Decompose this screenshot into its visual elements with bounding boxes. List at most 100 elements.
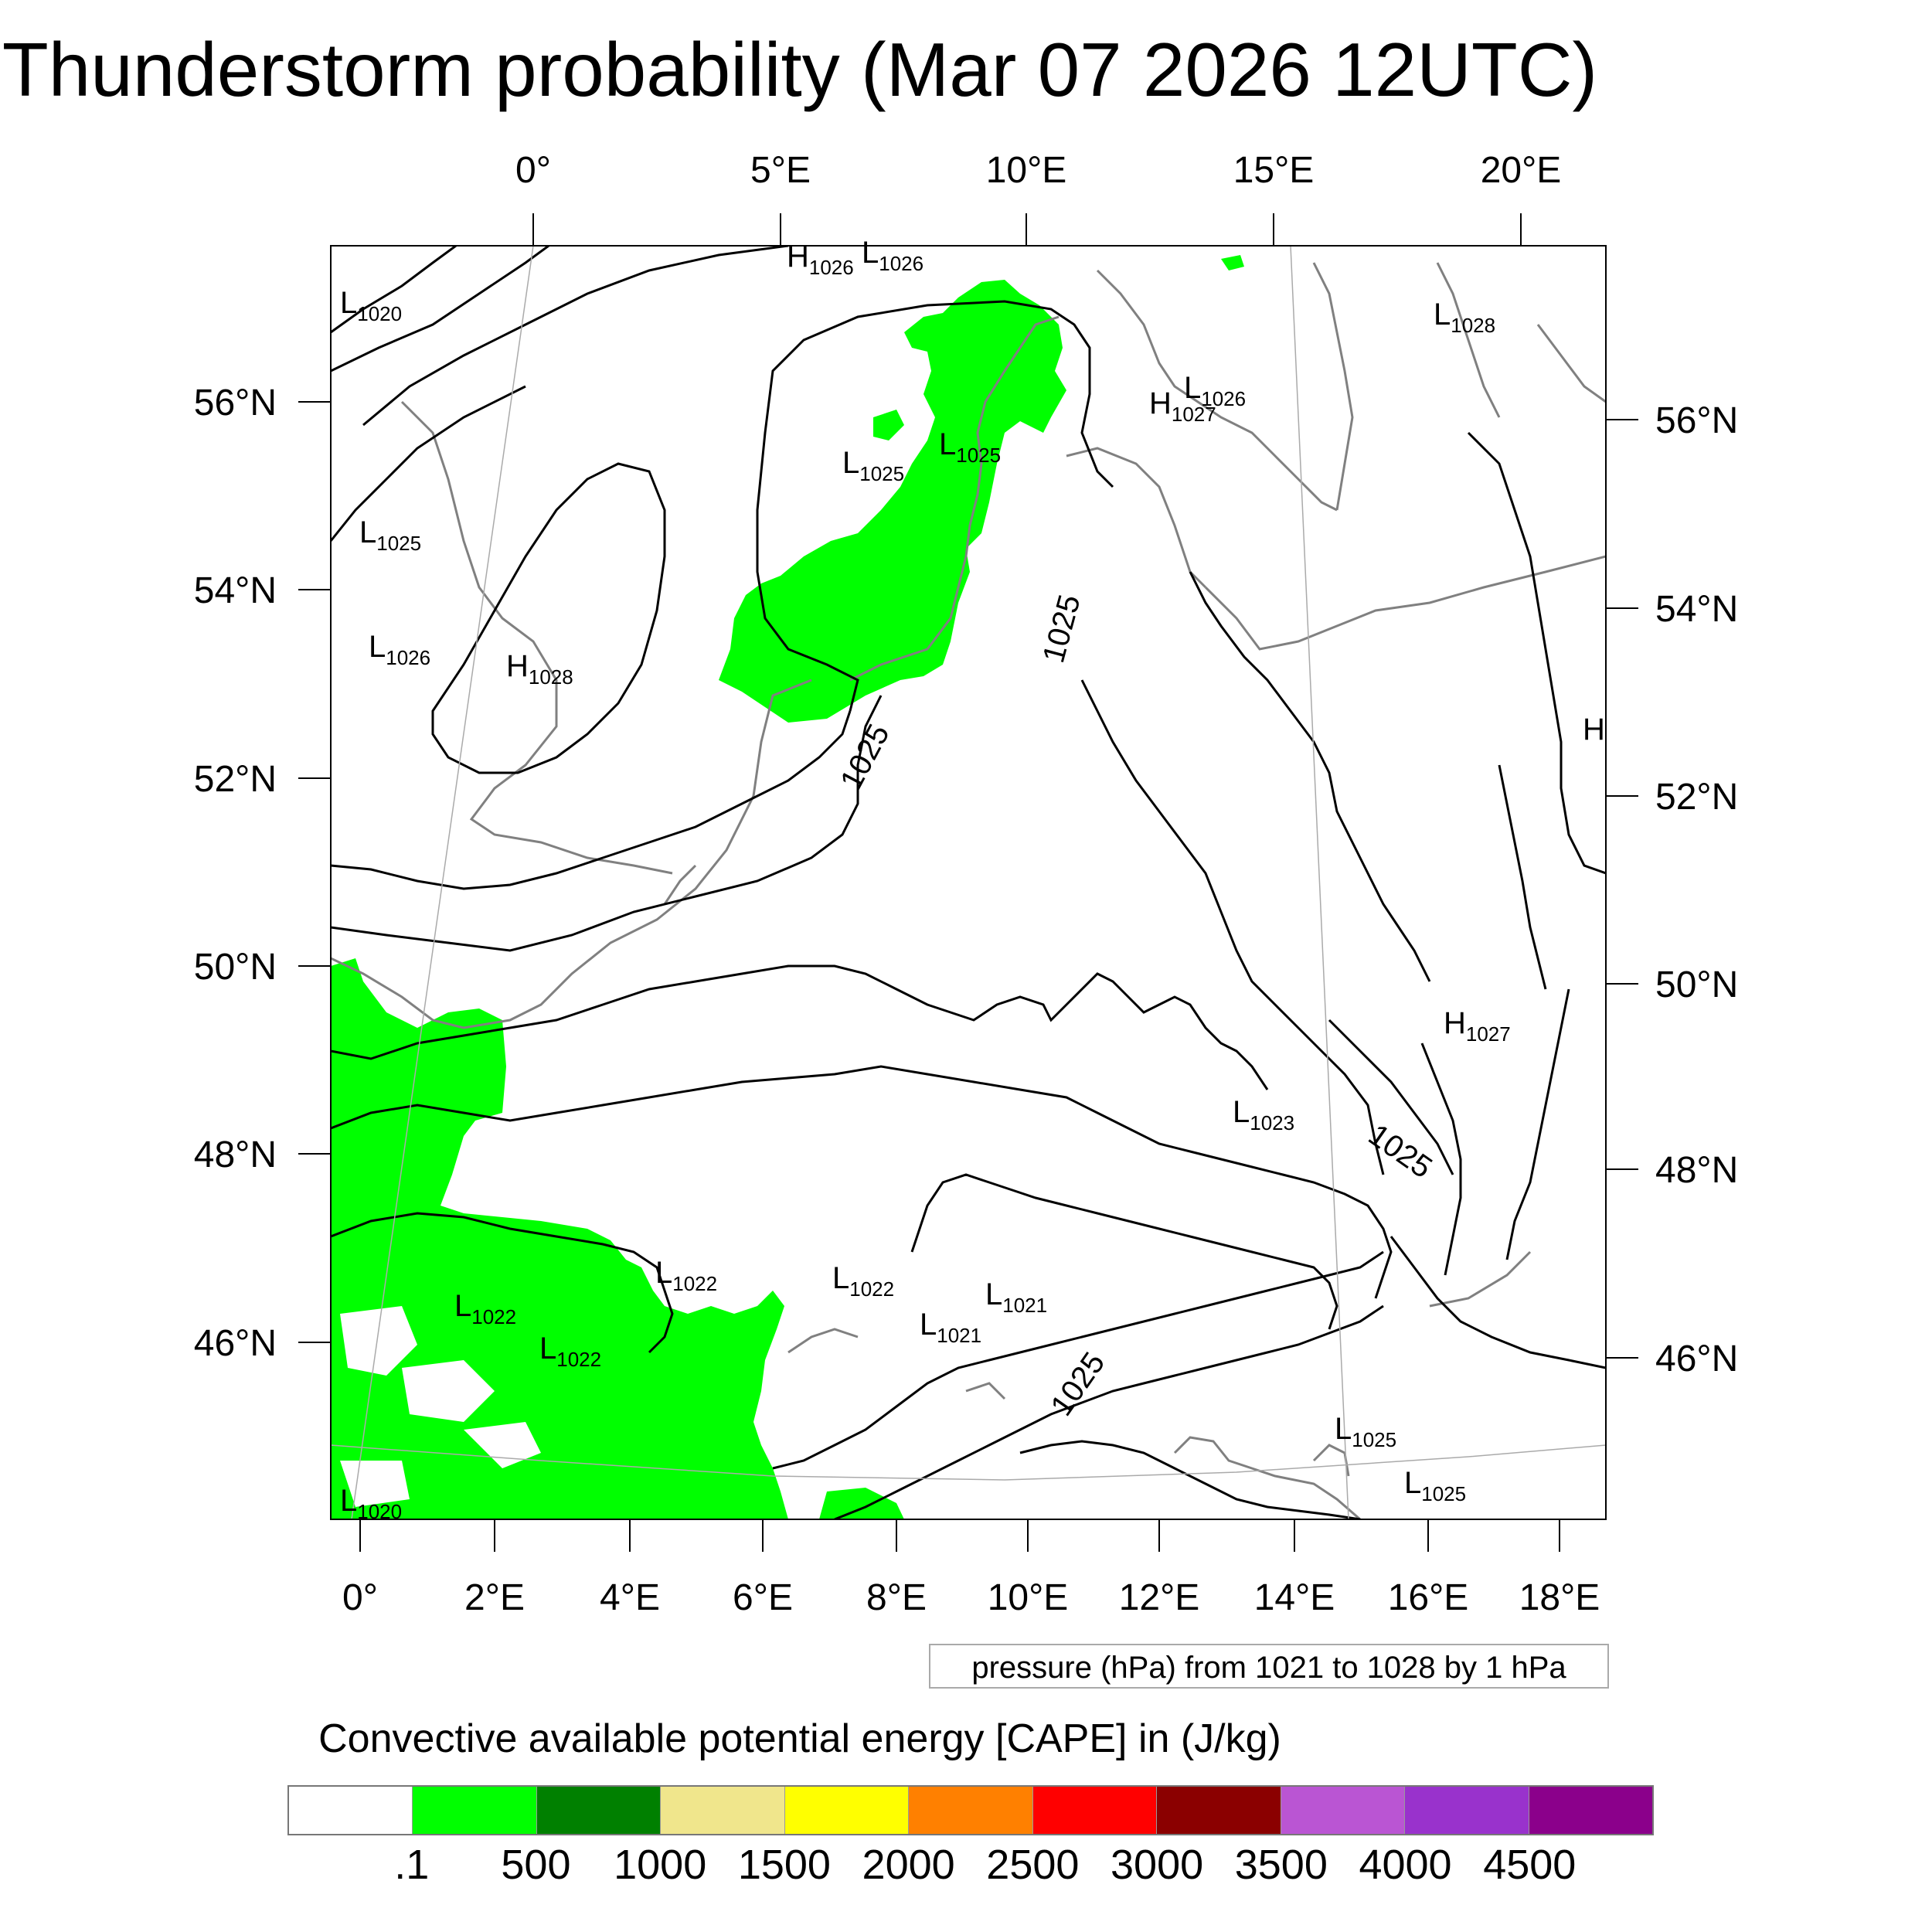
colorbar-label: 2000 bbox=[862, 1842, 955, 1888]
left-lat-label: 50°N bbox=[194, 947, 277, 988]
bottom-lon-label: 8°E bbox=[866, 1577, 927, 1618]
right-lat-label: 52°N bbox=[1655, 777, 1738, 818]
pressure-label: L1028 bbox=[1434, 298, 1495, 337]
pressure-label: H1028 bbox=[506, 649, 573, 689]
cape-area-patch bbox=[873, 410, 904, 440]
cape-gap-1 bbox=[340, 1306, 417, 1376]
pressure-label: H bbox=[1583, 713, 1605, 747]
cape-area-north bbox=[719, 280, 1066, 723]
top-lon-label: 10°E bbox=[986, 150, 1067, 191]
cape-area-alps bbox=[819, 1488, 904, 1519]
pressure-label: L1026 bbox=[369, 630, 430, 669]
cape-gap-4 bbox=[340, 1461, 410, 1507]
left-ticks bbox=[298, 401, 331, 1343]
right-lat-label: 54°N bbox=[1655, 589, 1738, 630]
colorbar-label: 3000 bbox=[1111, 1842, 1204, 1888]
pressure-label: L1025 bbox=[359, 515, 421, 555]
map-title: Thunderstorm probability (Mar 07 2026 12… bbox=[2, 27, 1598, 112]
left-lat-label: 56°N bbox=[194, 383, 277, 423]
right-lat-label: 50°N bbox=[1655, 964, 1738, 1005]
pressure-label: L1021 bbox=[985, 1277, 1047, 1317]
bottom-lon-label: 14°E bbox=[1254, 1577, 1335, 1618]
pressure-label: L1026 bbox=[1184, 371, 1246, 410]
colorbar-title: Convective available potential energy [C… bbox=[318, 1716, 1281, 1761]
colorbar-swatch bbox=[784, 1787, 910, 1834]
colorbar-label: 4000 bbox=[1359, 1842, 1452, 1888]
colorbar-label: 1500 bbox=[737, 1842, 831, 1888]
pressure-label: L1020 bbox=[340, 286, 402, 325]
pressure-label: H1027 bbox=[1444, 1006, 1511, 1046]
pressure-label: L1025 bbox=[1335, 1412, 1396, 1451]
pressure-label: L1022 bbox=[454, 1289, 516, 1328]
contour-info-box: pressure (hPa) from 1021 to 1028 by 1 hP… bbox=[929, 1644, 1609, 1689]
contour-label: 1025 bbox=[1044, 1346, 1111, 1422]
top-lon-label: 5°E bbox=[750, 150, 811, 191]
pressure-center-labels: L1020 H1026 L1026 L1028 H1027 L1026 L102… bbox=[340, 236, 1605, 1523]
pressure-label: L1022 bbox=[539, 1332, 601, 1371]
cape-gap-2 bbox=[402, 1360, 495, 1422]
left-lat-label: 52°N bbox=[194, 759, 277, 800]
pressure-label: L1025 bbox=[939, 427, 1001, 467]
colorbar-swatch bbox=[289, 1787, 413, 1834]
pressure-label: L1021 bbox=[920, 1308, 981, 1347]
colorbar-swatch bbox=[661, 1787, 785, 1834]
pressure-label: L1025 bbox=[1404, 1466, 1466, 1505]
bottom-lon-label: 18°E bbox=[1519, 1577, 1600, 1618]
colorbar-label: 3500 bbox=[1234, 1842, 1328, 1888]
pressure-label: L1023 bbox=[1233, 1095, 1294, 1134]
pressure-label: L1026 bbox=[862, 236, 923, 275]
colorbar-swatch bbox=[536, 1787, 662, 1834]
left-lat-label: 54°N bbox=[194, 570, 277, 611]
colorbar-swatch bbox=[1405, 1787, 1529, 1834]
bottom-lon-label: 10°E bbox=[988, 1577, 1069, 1618]
top-lon-label: 20°E bbox=[1481, 150, 1562, 191]
colorbar-swatch bbox=[1032, 1787, 1158, 1834]
right-lat-labels: 56°N 54°N 52°N 50°N 48°N 46°N bbox=[1655, 400, 1738, 1379]
cape-shading bbox=[331, 255, 1244, 1519]
cape-gap-3 bbox=[464, 1422, 541, 1468]
top-lon-labels: 0° 5°E 10°E 15°E 20°E bbox=[515, 150, 1561, 191]
right-lat-label: 56°N bbox=[1655, 400, 1738, 441]
pressure-label: L1022 bbox=[655, 1256, 717, 1295]
graticule bbox=[331, 246, 1606, 1519]
colorbar bbox=[287, 1785, 1654, 1835]
bottom-lon-label: 6°E bbox=[733, 1577, 793, 1618]
bottom-lon-label: 16°E bbox=[1388, 1577, 1469, 1618]
right-ticks bbox=[1606, 419, 1638, 1359]
colorbar-swatch bbox=[1157, 1787, 1281, 1834]
colorbar-label: 2500 bbox=[986, 1842, 1080, 1888]
colorbar-swatch bbox=[909, 1787, 1033, 1834]
pressure-label: L1022 bbox=[832, 1261, 894, 1301]
top-ticks bbox=[532, 213, 1522, 246]
left-lat-label: 48°N bbox=[194, 1134, 277, 1175]
isobars bbox=[331, 246, 1606, 1519]
bottom-lon-labels: 0° 2°E 4°E 6°E 8°E 10°E 12°E 14°E 16°E 1… bbox=[342, 1577, 1600, 1618]
colorbar-label: 1000 bbox=[614, 1842, 707, 1888]
pressure-label: H1027 bbox=[1149, 386, 1216, 426]
colorbar-label: 500 bbox=[501, 1842, 571, 1888]
colorbar-swatch bbox=[1529, 1787, 1652, 1834]
plot-frame bbox=[330, 245, 1607, 1520]
left-lat-label: 46°N bbox=[194, 1323, 277, 1364]
pressure-label: L1025 bbox=[842, 446, 904, 485]
colorbar-label: .1 bbox=[394, 1842, 430, 1888]
bottom-lon-label: 12°E bbox=[1119, 1577, 1200, 1618]
pressure-label: L1020 bbox=[340, 1484, 402, 1523]
bottom-lon-label: 4°E bbox=[600, 1577, 660, 1618]
left-lat-labels: 56°N 54°N 52°N 50°N 48°N 46°N bbox=[194, 383, 277, 1364]
colorbar-swatch bbox=[413, 1787, 537, 1834]
cape-area-east bbox=[1221, 255, 1244, 270]
top-lon-label: 0° bbox=[515, 150, 551, 191]
right-lat-label: 46°N bbox=[1655, 1338, 1738, 1379]
bottom-lon-label: 2°E bbox=[464, 1577, 525, 1618]
pressure-label: H1026 bbox=[787, 240, 854, 279]
cape-area-southwest bbox=[331, 958, 788, 1519]
contour-value-labels: 1025 1025 1025 1025 bbox=[834, 591, 1438, 1422]
bottom-ticks bbox=[359, 1519, 1560, 1552]
right-lat-label: 48°N bbox=[1655, 1150, 1738, 1191]
bottom-lon-label: 0° bbox=[342, 1577, 378, 1618]
colorbar-label: 4500 bbox=[1483, 1842, 1577, 1888]
colorbar-labels: .1 500 1000 1500 2000 2500 3000 3500 400… bbox=[287, 1838, 1654, 1892]
colorbar-swatch bbox=[1281, 1787, 1406, 1834]
